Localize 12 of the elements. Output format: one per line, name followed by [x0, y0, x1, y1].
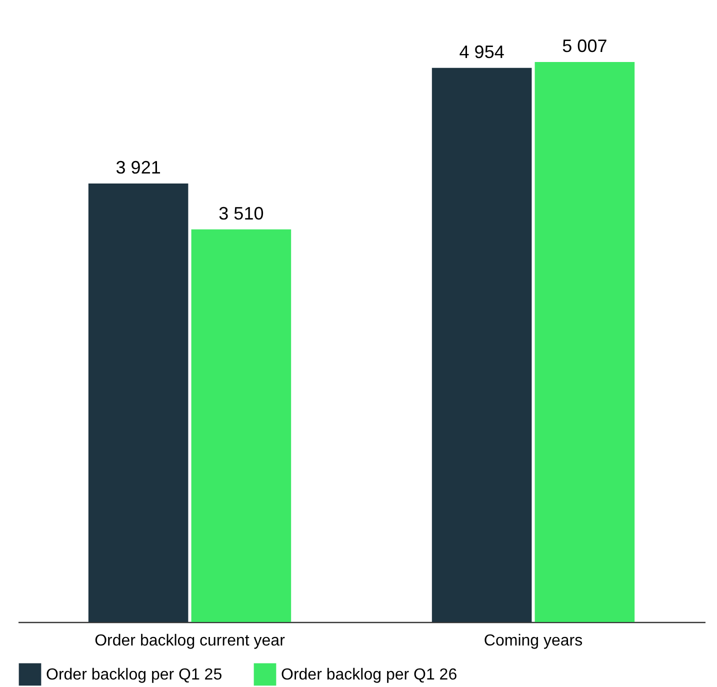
data-label: 3 510 — [218, 203, 264, 224]
x-tick-label: Coming years — [484, 632, 583, 650]
data-label: 4 954 — [459, 42, 504, 62]
bar — [191, 229, 292, 622]
data-label: 3 921 — [116, 157, 161, 178]
bar — [88, 183, 188, 622]
legend-label: Order backlog per Q1 25 — [46, 666, 222, 684]
bar — [432, 68, 532, 622]
data-label: 5 007 — [562, 36, 608, 56]
bar — [534, 62, 635, 622]
x-tick-label: Order backlog current year — [94, 632, 286, 650]
legend-label: Order backlog per Q1 26 — [281, 666, 458, 684]
